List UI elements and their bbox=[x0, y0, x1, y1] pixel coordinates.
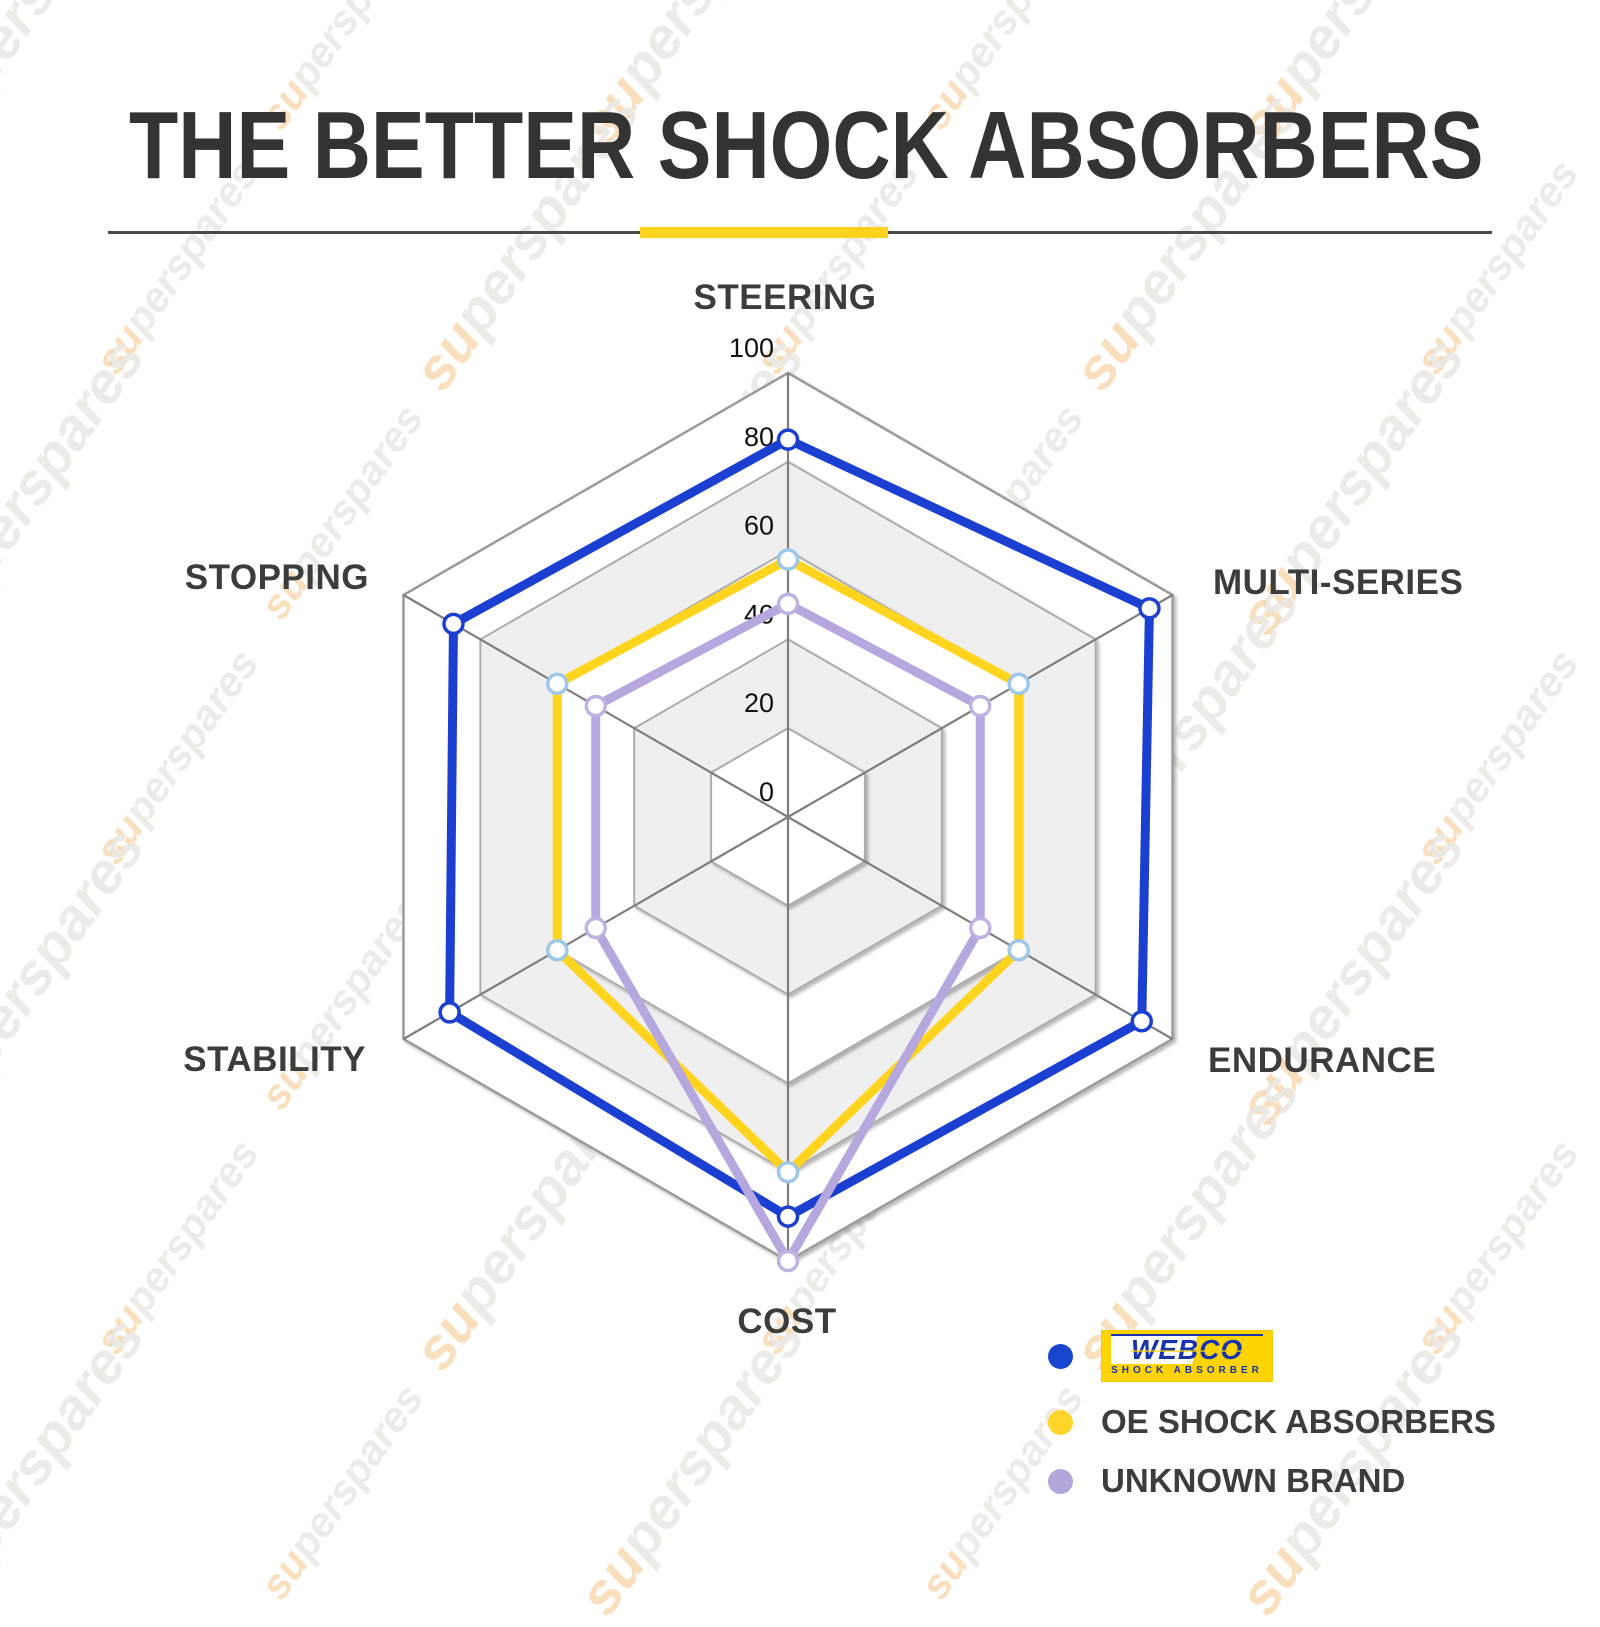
axis-label-multi-series: MULTI-SERIES bbox=[1213, 563, 1464, 602]
legend-item-unknown: UNKNOWN BRAND bbox=[1048, 1462, 1496, 1500]
axis-label-stability: STABILITY bbox=[183, 1040, 366, 1079]
data-point-oe-shock-absorbers-stability bbox=[546, 938, 569, 962]
data-point-oe-shock-absorbers-steering bbox=[776, 548, 800, 571]
data-point-unknown-brand-stopping bbox=[584, 694, 607, 718]
legend: WEBCO SHOCK ABSORBER OE SHOCK ABSORBERS … bbox=[1048, 1330, 1496, 1500]
axis-label-stopping: STOPPING bbox=[184, 558, 369, 597]
axis-label-steering: STEERING bbox=[693, 278, 877, 317]
webco-logo: WEBCO SHOCK ABSORBER bbox=[1101, 1330, 1273, 1382]
legend-dot-webco bbox=[1048, 1343, 1073, 1369]
legend-label-unknown: UNKNOWN BRAND bbox=[1101, 1462, 1406, 1499]
legend-dot-unknown bbox=[1048, 1468, 1073, 1494]
title-divider-line bbox=[108, 227, 1492, 238]
data-point-webco-shock-absorber-multi-series bbox=[1138, 597, 1161, 620]
legend-item-webco: WEBCO SHOCK ABSORBER bbox=[1048, 1330, 1496, 1382]
legend-dot-oe bbox=[1048, 1409, 1073, 1435]
data-point-webco-shock-absorber-endurance bbox=[1130, 1009, 1154, 1033]
webco-logo-wordmark: WEBCO bbox=[1111, 1334, 1263, 1364]
webco-logo-subtitle: SHOCK ABSORBER bbox=[1111, 1365, 1263, 1376]
data-point-webco-shock-absorber-stopping bbox=[442, 612, 465, 636]
data-point-webco-shock-absorber-steering bbox=[776, 428, 800, 451]
tick-label-60: 60 bbox=[744, 511, 774, 541]
page-title: THE BETTER SHOCK ABSORBERS bbox=[129, 92, 1484, 199]
header: THE BETTER SHOCK ABSORBERS bbox=[0, 92, 1600, 199]
legend-item-oe: OE SHOCK ABSORBERS bbox=[1048, 1403, 1496, 1441]
legend-label-oe: OE SHOCK ABSORBERS bbox=[1101, 1403, 1496, 1440]
data-point-unknown-brand-cost bbox=[776, 1249, 800, 1273]
data-point-oe-shock-absorbers-cost bbox=[776, 1160, 800, 1184]
data-point-unknown-brand-stability bbox=[584, 916, 607, 940]
tick-label-100: 100 bbox=[729, 333, 774, 363]
data-point-unknown-brand-multi-series bbox=[969, 694, 992, 718]
axis-label-endurance: ENDURANCE bbox=[1208, 1041, 1437, 1080]
data-point-webco-shock-absorber-stability bbox=[438, 1001, 461, 1024]
data-point-oe-shock-absorbers-multi-series bbox=[1007, 672, 1030, 696]
data-point-oe-shock-absorbers-stopping bbox=[546, 672, 569, 696]
tick-label-20: 20 bbox=[744, 688, 774, 718]
data-point-unknown-brand-steering bbox=[776, 592, 800, 616]
axis-label-cost: COST bbox=[737, 1302, 837, 1341]
data-point-webco-shock-absorber-cost bbox=[776, 1205, 800, 1228]
data-point-unknown-brand-endurance bbox=[969, 916, 992, 940]
title-divider-accent bbox=[640, 227, 888, 238]
data-point-oe-shock-absorbers-endurance bbox=[1007, 938, 1030, 962]
tick-label-0: 0 bbox=[759, 777, 774, 807]
